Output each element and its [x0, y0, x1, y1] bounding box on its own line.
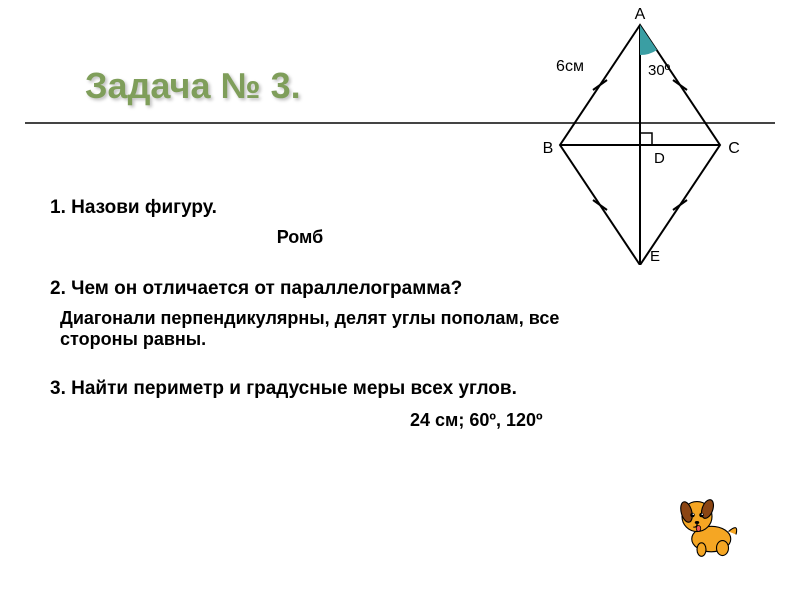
question-2: 2. Чем он отличается от параллелограмма? — [50, 278, 750, 300]
content-block: 1. Назови фигуру. Ромб 2. Чем он отличае… — [50, 175, 750, 431]
label-A: A — [635, 6, 646, 23]
question-3: 3. Найти периметр и градусные меры всех … — [50, 378, 750, 400]
label-C: C — [728, 140, 740, 157]
angle-label: 30º — [648, 62, 671, 79]
label-D: D — [654, 150, 665, 167]
page-title: Задача № 3. — [85, 65, 301, 107]
question-1: 1. Назови фигуру. — [50, 197, 750, 219]
answer-3: 24 см; 60º, 120º — [410, 410, 750, 431]
dog-clipart — [670, 485, 745, 560]
answer-2: Диагонали перпендикулярны, делят углы по… — [60, 308, 620, 350]
side-length-label: 6см — [556, 58, 584, 75]
label-B: B — [543, 140, 554, 157]
answer-1: Ромб — [60, 227, 540, 248]
